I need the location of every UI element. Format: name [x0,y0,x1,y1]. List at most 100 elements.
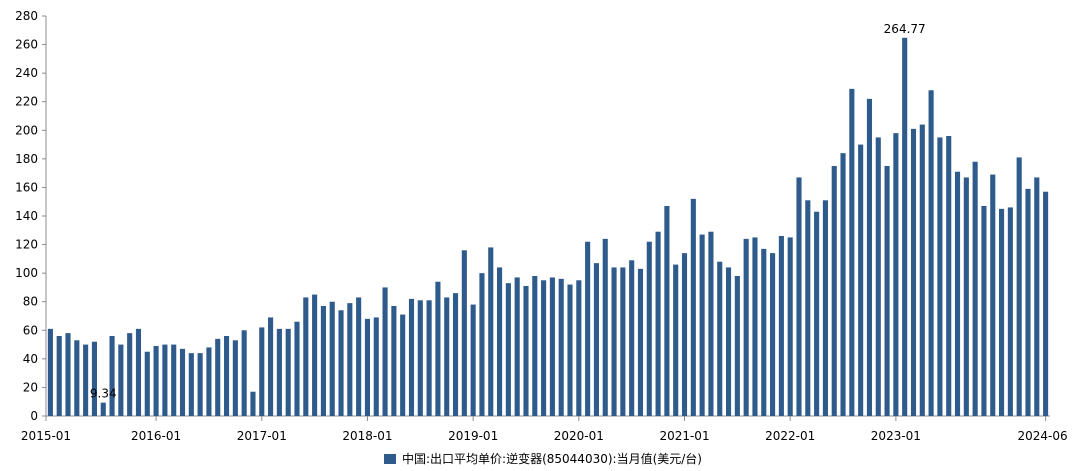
y-tick-label: 240 [15,66,38,80]
bar-2019-01 [470,304,476,416]
x-tick-label: 2020-01 [554,429,604,443]
y-tick-label: 280 [15,9,38,23]
bar-2018-11 [452,293,459,416]
bar-2019-05 [505,283,511,416]
bar-2021-09 [752,237,758,416]
x-tick-label: 2023-01 [871,429,921,443]
bar-2024-03 [1016,157,1022,416]
bar-2015-04 [74,340,80,416]
bar-2019-04 [497,267,503,416]
bar-2016-07 [206,347,212,416]
legend-swatch [384,454,396,464]
bar-2020-07 [629,260,635,416]
bar-2022-04 [814,211,820,416]
bar-2016-06 [197,353,203,416]
bar-2016-02 [162,344,168,416]
bar-2023-06 [937,137,943,416]
bar-2023-04 [919,124,925,417]
bar-2023-09 [963,177,969,416]
x-tick-label: 2015-01 [21,429,71,443]
y-tick-label: 100 [15,266,38,280]
bar-2019-09 [541,280,547,416]
data-label-2015-07: 9.34 [90,387,117,401]
bar-2017-12 [356,297,362,416]
bar-2020-08 [637,268,644,416]
x-tick-label: 2021-01 [659,429,709,443]
legend-label: 中国:出口平均单价:逆变器(85044030):当月值(美元/台) [402,451,702,466]
bar-2018-07 [417,300,423,416]
bar-2020-09 [646,241,652,416]
y-tick-label: 180 [15,152,38,166]
x-tick-label: 2022-01 [765,429,815,443]
bar-2015-01 [47,328,53,416]
bar-2019-06 [514,277,520,416]
bar-series [47,37,1049,417]
bar-2017-10 [338,310,344,416]
bar-2020-05 [611,267,617,416]
bar-2017-04 [285,328,291,416]
bar-2015-11 [135,328,142,416]
bar-2015-10 [127,333,133,416]
bar-2024-02 [1007,207,1013,416]
bar-2021-07 [734,276,740,416]
bar-2022-12 [884,166,890,416]
bar-2016-08 [215,338,221,416]
bar-2020-03 [593,263,599,416]
bar-2022-05 [822,200,828,416]
bar-2015-05 [83,344,89,416]
bar-2023-08 [954,171,961,416]
bar-2015-02 [56,336,62,416]
bar-2015-09 [118,344,124,416]
y-tick-label: 20 [23,380,38,394]
bar-2017-09 [329,301,335,416]
bar-2023-01 [893,133,899,416]
bar-2021-03 [699,234,705,416]
bar-2022-01 [787,237,793,416]
y-tick-label: 160 [15,180,38,194]
bar-2018-04 [391,306,397,416]
bar-2015-12 [144,351,150,416]
bar-2015-07 [100,402,106,416]
x-tick-label: 2016-01 [131,429,181,443]
bar-2017-11 [347,303,353,416]
bar-2017-02 [268,317,274,416]
bar-2020-04 [602,238,608,416]
y-tick-label: 260 [15,38,38,52]
bar-2022-07 [840,153,846,416]
bar-2019-02 [479,273,485,416]
bar-2016-09 [223,336,230,416]
bar-2015-03 [65,333,71,416]
bar-2016-10 [232,340,238,416]
x-axis: 2015-01 2016-01 2017-01 2018-01 2019-01 2020-… [21,415,1068,443]
bar-2023-11 [981,206,987,416]
bar-2016-12 [250,391,256,416]
bar-2020-02 [585,241,591,416]
bar-2021-04 [708,231,714,416]
bar-2021-05 [717,261,723,416]
bar-2024-01 [999,208,1005,416]
bar-2016-11 [241,330,247,416]
bar-2018-02 [373,317,379,416]
y-tick-label: 60 [23,323,38,337]
y-tick-label: 0 [30,409,38,423]
bar-2019-11 [558,278,564,416]
bar-2019-12 [567,284,573,416]
bar-2018-09 [435,281,441,416]
bar-2022-10 [866,98,873,416]
bar-2022-09 [858,144,864,417]
bar-2015-06 [91,341,97,416]
bar-2017-01 [259,327,265,416]
bar-2018-03 [382,287,388,416]
bar-2018-01 [364,318,371,416]
bar-2017-03 [276,328,282,416]
bar-2022-02 [796,177,802,416]
bar-2018-06 [408,298,415,416]
bar-2021-10 [761,248,767,416]
bar-2017-07 [312,294,318,416]
legend: 中国:出口平均单价:逆变器(85044030):当月值(美元/台) [384,451,702,466]
y-axis: 0 20 40 60 80 100 120 140 160 180 200 220 240 260 280 [15,9,47,423]
x-tick-label: 2024-06 [1017,429,1067,443]
bar-2016-04 [179,348,186,416]
annotations: 9.34 264.77 [90,22,926,401]
